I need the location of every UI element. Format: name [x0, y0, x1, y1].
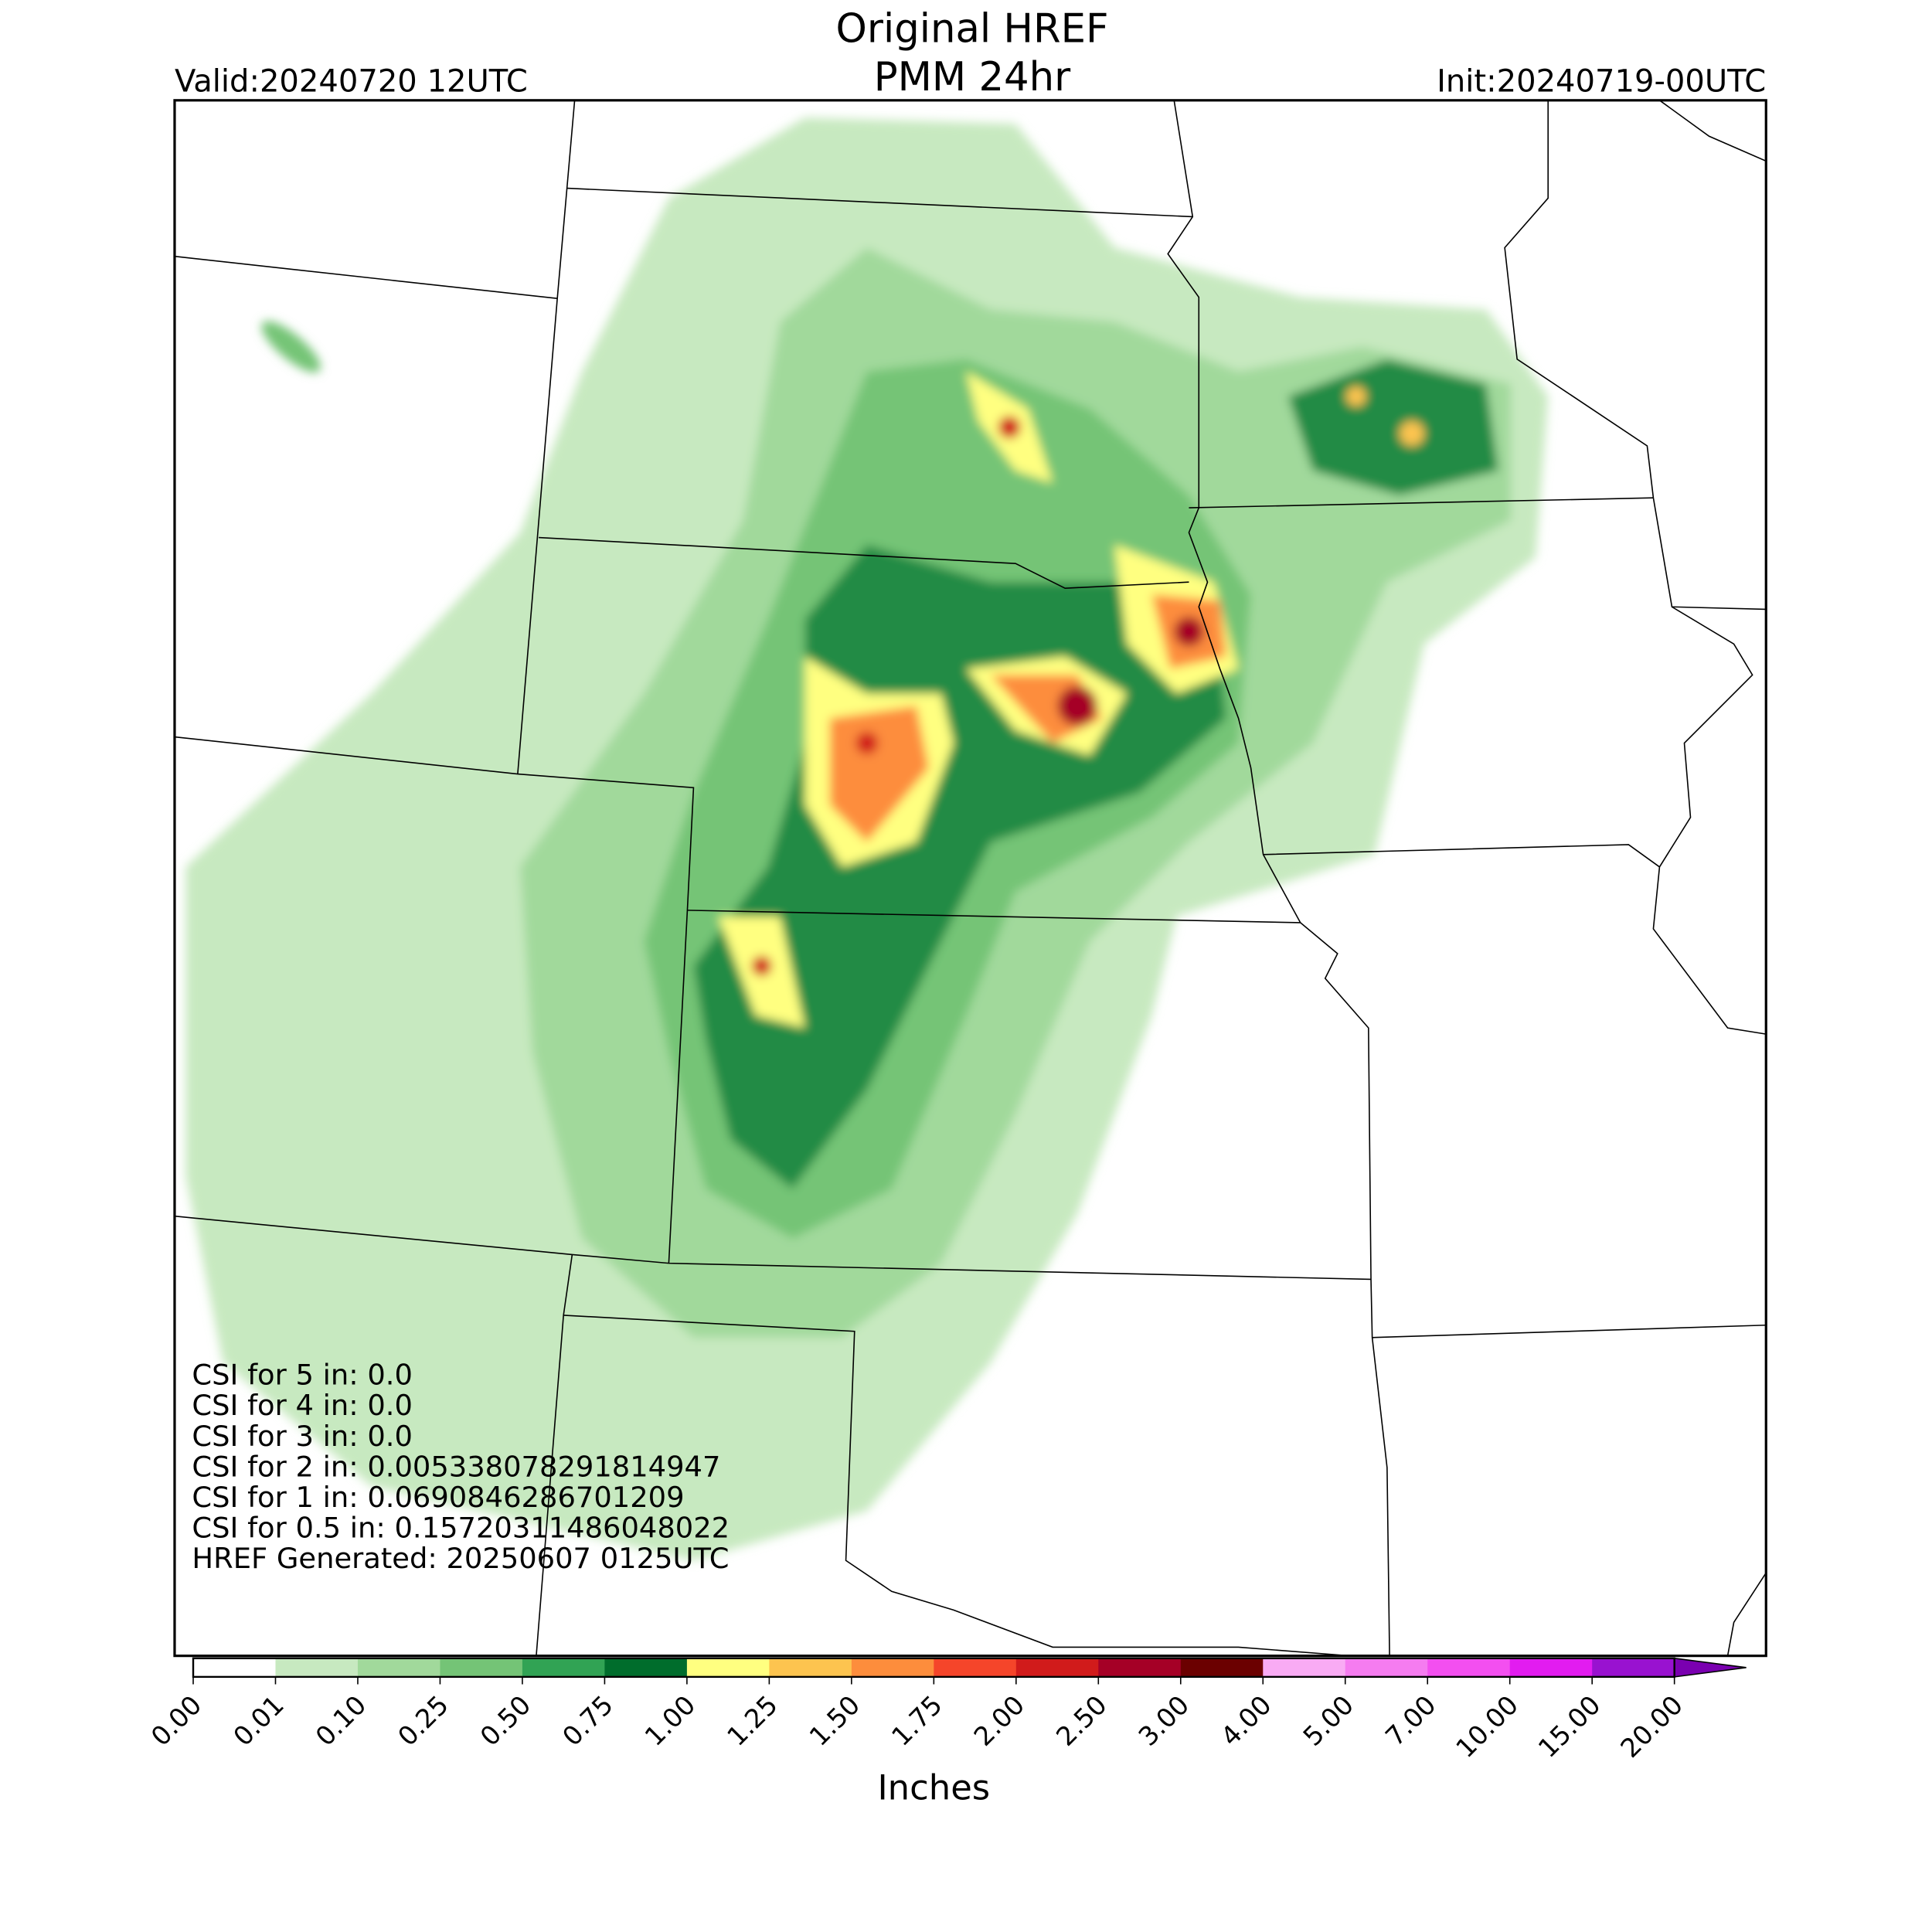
colorbar-label: 0.10	[310, 1689, 372, 1752]
map-frame	[173, 99, 1767, 1658]
precip-area	[1174, 617, 1204, 647]
stats-line: CSI for 3 in: 0.0	[192, 1420, 413, 1453]
precip-area	[1345, 386, 1366, 406]
colorbar-segment	[686, 1658, 770, 1677]
colorbar-label: 10.00	[1451, 1689, 1525, 1764]
colorbar-segment	[1509, 1658, 1593, 1677]
colorbar-segment	[604, 1658, 688, 1677]
colorbar-label: 1.50	[804, 1689, 866, 1752]
colorbar-label: 1.75	[886, 1689, 948, 1752]
precip-area	[855, 732, 879, 754]
precip-area	[1057, 685, 1097, 726]
precip-area	[998, 416, 1021, 439]
stats-line: CSI for 1 in: 0.0690846286701209	[192, 1481, 684, 1514]
valid-time: Valid:20240720 12UTC	[175, 64, 528, 100]
precip-area	[1287, 359, 1499, 496]
stats-line: HREF Generated: 20250607 0125UTC	[192, 1542, 729, 1575]
stats-line: CSI for 0.5 in: 0.15720311486048022	[192, 1512, 730, 1545]
colorbar-segment	[275, 1658, 359, 1677]
colorbar-label: 0.01	[227, 1689, 290, 1752]
state-borders	[174, 100, 1767, 1656]
precip-area	[751, 956, 772, 976]
colorbar-segment	[193, 1658, 277, 1677]
colorbar-segment	[934, 1658, 1017, 1677]
colorbar-label: 0.00	[145, 1689, 208, 1752]
colorbar-label: 1.25	[721, 1689, 784, 1752]
colorbar: 0.00 0.01 0.10 0.25 0.50 0.75 1.00 1.25 1.50 1.75…	[145, 1657, 1747, 1764]
colorbar-label: 5.00	[1298, 1689, 1360, 1752]
colorbar-segment	[1263, 1658, 1346, 1677]
colorbar-extend	[1673, 1657, 1747, 1678]
colorbar-segment	[1592, 1658, 1675, 1677]
colorbar-segment	[440, 1658, 523, 1677]
colorbar-title: Inches	[877, 1767, 990, 1808]
colorbar-label: 2.50	[1050, 1689, 1113, 1752]
stats-line: CSI for 2 in: 0.005338078291814947	[192, 1450, 720, 1483]
colorbar-label: 15.00	[1532, 1689, 1607, 1764]
colorbar-label: 3.00	[1133, 1689, 1196, 1752]
colorbar-segment	[1345, 1658, 1429, 1677]
precip-area	[1399, 420, 1424, 446]
colorbar-segment	[1180, 1658, 1264, 1677]
colorbar-segment	[1015, 1658, 1100, 1677]
title: Original HREF	[836, 5, 1109, 52]
colorbar-segment	[522, 1658, 606, 1677]
subtitle: PMM 24hr	[874, 54, 1071, 100]
colorbar-segment	[357, 1658, 441, 1677]
precip-area	[261, 321, 321, 372]
colorbar-label: 1.00	[639, 1689, 702, 1752]
colorbar-label: 0.50	[474, 1689, 537, 1752]
precip-field	[185, 117, 1549, 1561]
init-time: Init:20240719-00UTC	[1437, 64, 1766, 100]
colorbar-label: 0.75	[556, 1689, 619, 1752]
colorbar-label: 7.00	[1379, 1689, 1442, 1752]
colorbar-segment	[851, 1658, 935, 1677]
colorbar-segment	[1098, 1658, 1182, 1677]
stats-line: CSI for 4 in: 0.0	[192, 1389, 413, 1422]
colorbar-segment	[1427, 1658, 1511, 1677]
precip-area	[829, 706, 929, 842]
colorbar-label: 20.00	[1614, 1689, 1689, 1764]
map-area	[174, 100, 1767, 1656]
colorbar-label: 2.00	[968, 1689, 1031, 1752]
stats-line: CSI for 5 in: 0.0	[192, 1359, 413, 1392]
colorbar-label: 4.00	[1215, 1689, 1277, 1752]
colorbar-label: 0.25	[392, 1689, 454, 1752]
colorbar-segment	[769, 1658, 852, 1677]
